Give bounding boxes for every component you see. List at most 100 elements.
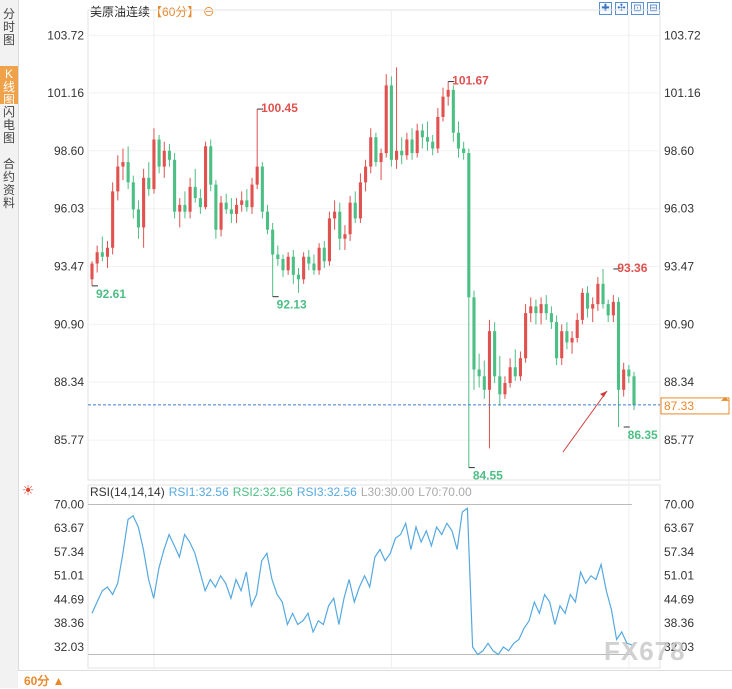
candle-body — [147, 177, 151, 190]
price-tick-label-right: 103.72 — [664, 28, 701, 42]
candle-body — [389, 85, 393, 160]
side-tab-1[interactable]: K线图 — [0, 66, 18, 107]
period-selector[interactable]: 60分 ▲ — [24, 674, 65, 688]
price-tick-label-left: 85.77 — [54, 433, 84, 447]
candle-body — [575, 319, 579, 338]
price-tick-label-left: 103.72 — [47, 28, 84, 42]
side-tab-2[interactable]: 闪电图 — [2, 105, 15, 145]
rsi-tick-label-left: 51.01 — [54, 569, 84, 583]
indicator-settings-icon[interactable]: ☀ — [21, 482, 35, 498]
candle-body — [627, 369, 631, 377]
rsi1-value: RSI1:32.56 — [168, 485, 229, 499]
candle-body — [379, 153, 383, 163]
rsi2-value: RSI2:32.56 — [232, 485, 293, 499]
rsi-tick-label-right: 70.00 — [664, 498, 694, 512]
candle-body — [183, 204, 187, 212]
candle-body — [420, 130, 424, 138]
candle-body — [116, 166, 120, 192]
zoom-in-icon[interactable]: ✚ — [599, 2, 612, 15]
annotation-label: 101.67 — [452, 74, 489, 88]
candle-body — [157, 139, 161, 167]
pointer-arrow-head — [600, 391, 607, 397]
candle-body — [250, 184, 254, 208]
expand-icon[interactable]: ⊡ — [631, 2, 644, 15]
settings-gear-icon[interactable]: ⊖ — [202, 5, 215, 19]
candle-body — [415, 130, 419, 154]
candle-body — [214, 184, 218, 230]
candle-body — [271, 229, 275, 255]
candle-body — [131, 182, 135, 210]
candle-body — [400, 150, 404, 156]
candle-body — [105, 247, 110, 257]
candle-body — [425, 137, 430, 142]
candle-body — [265, 211, 270, 230]
price-panel-frame — [87, 9, 661, 481]
candle-body — [286, 256, 290, 271]
candle-body — [477, 369, 481, 377]
rsi-tick-label-right: 57.34 — [664, 545, 694, 559]
candle-body — [204, 146, 208, 208]
candle-body — [95, 252, 99, 264]
candle-body — [224, 202, 228, 210]
candle-body — [539, 304, 543, 314]
rsi-tick-label-left: 70.00 — [54, 498, 84, 512]
candle-body — [395, 150, 399, 160]
current-price-tag — [660, 397, 730, 415]
chart-title: 美原油连续【60分】 ⊖ — [90, 3, 215, 20]
candle-body — [296, 274, 301, 280]
candle-body — [193, 186, 197, 199]
rsi-tick-label-left: 63.67 — [54, 521, 84, 535]
candle-body — [580, 292, 584, 320]
candle-body — [441, 96, 445, 117]
candle-body — [431, 141, 435, 149]
candle-body — [100, 252, 104, 257]
rsi-panel-frame — [87, 484, 661, 669]
l30-value: L30:30.00 — [360, 485, 415, 499]
candle-body — [307, 256, 311, 264]
price-tick-label-right: 98.60 — [664, 144, 694, 158]
zoom-out-icon[interactable]: ✣ — [615, 2, 628, 15]
candle-body — [234, 204, 239, 214]
candle-body — [503, 383, 507, 395]
candle-body — [302, 256, 306, 280]
candle-body — [281, 259, 285, 271]
rsi-tick-label-left: 44.69 — [54, 592, 84, 606]
candle-body — [456, 132, 461, 149]
candle-body — [555, 322, 559, 359]
candle-body — [534, 306, 538, 314]
candle-body — [209, 146, 213, 185]
price-tick-label-left: 96.03 — [54, 202, 84, 216]
side-tab-bar — [0, 0, 19, 688]
candle-body — [493, 331, 497, 377]
candle-body — [167, 150, 171, 160]
annotation-label: 92.13 — [277, 298, 307, 312]
candle-body — [487, 331, 492, 390]
candle-body — [591, 304, 595, 309]
candle-body — [405, 139, 409, 156]
restore-icon[interactable]: ⊟ — [647, 2, 660, 15]
candle-body — [142, 177, 146, 228]
rsi-tick-label-right: 38.36 — [664, 616, 694, 630]
rsi-tick-label-left: 38.36 — [54, 616, 84, 630]
candle-body — [585, 292, 590, 309]
candle-body — [467, 153, 471, 298]
l70-value: L70:70.00 — [418, 485, 472, 499]
rsi-params: RSI(14,14,14) — [90, 485, 165, 499]
candle-body — [255, 166, 259, 185]
side-tab-0[interactable]: 分时图 — [2, 7, 15, 47]
instrument-name: 美原油连续 — [90, 5, 151, 19]
candle-body — [369, 137, 373, 167]
annotation-label: 84.55 — [473, 469, 503, 483]
candle-body — [358, 182, 362, 219]
side-tab-3[interactable]: 合约资料 — [2, 157, 15, 210]
candle-body — [333, 211, 337, 219]
rsi-tick-label-right: 63.67 — [664, 521, 694, 535]
price-tick-label-left: 88.34 — [54, 375, 84, 389]
pointer-arrow — [562, 390, 608, 453]
candle-body — [291, 256, 295, 275]
candle-body — [178, 204, 182, 212]
candle-body — [410, 139, 414, 154]
candle-body — [529, 306, 533, 314]
candle-body — [611, 301, 615, 316]
annotation-label: 100.45 — [261, 101, 298, 115]
